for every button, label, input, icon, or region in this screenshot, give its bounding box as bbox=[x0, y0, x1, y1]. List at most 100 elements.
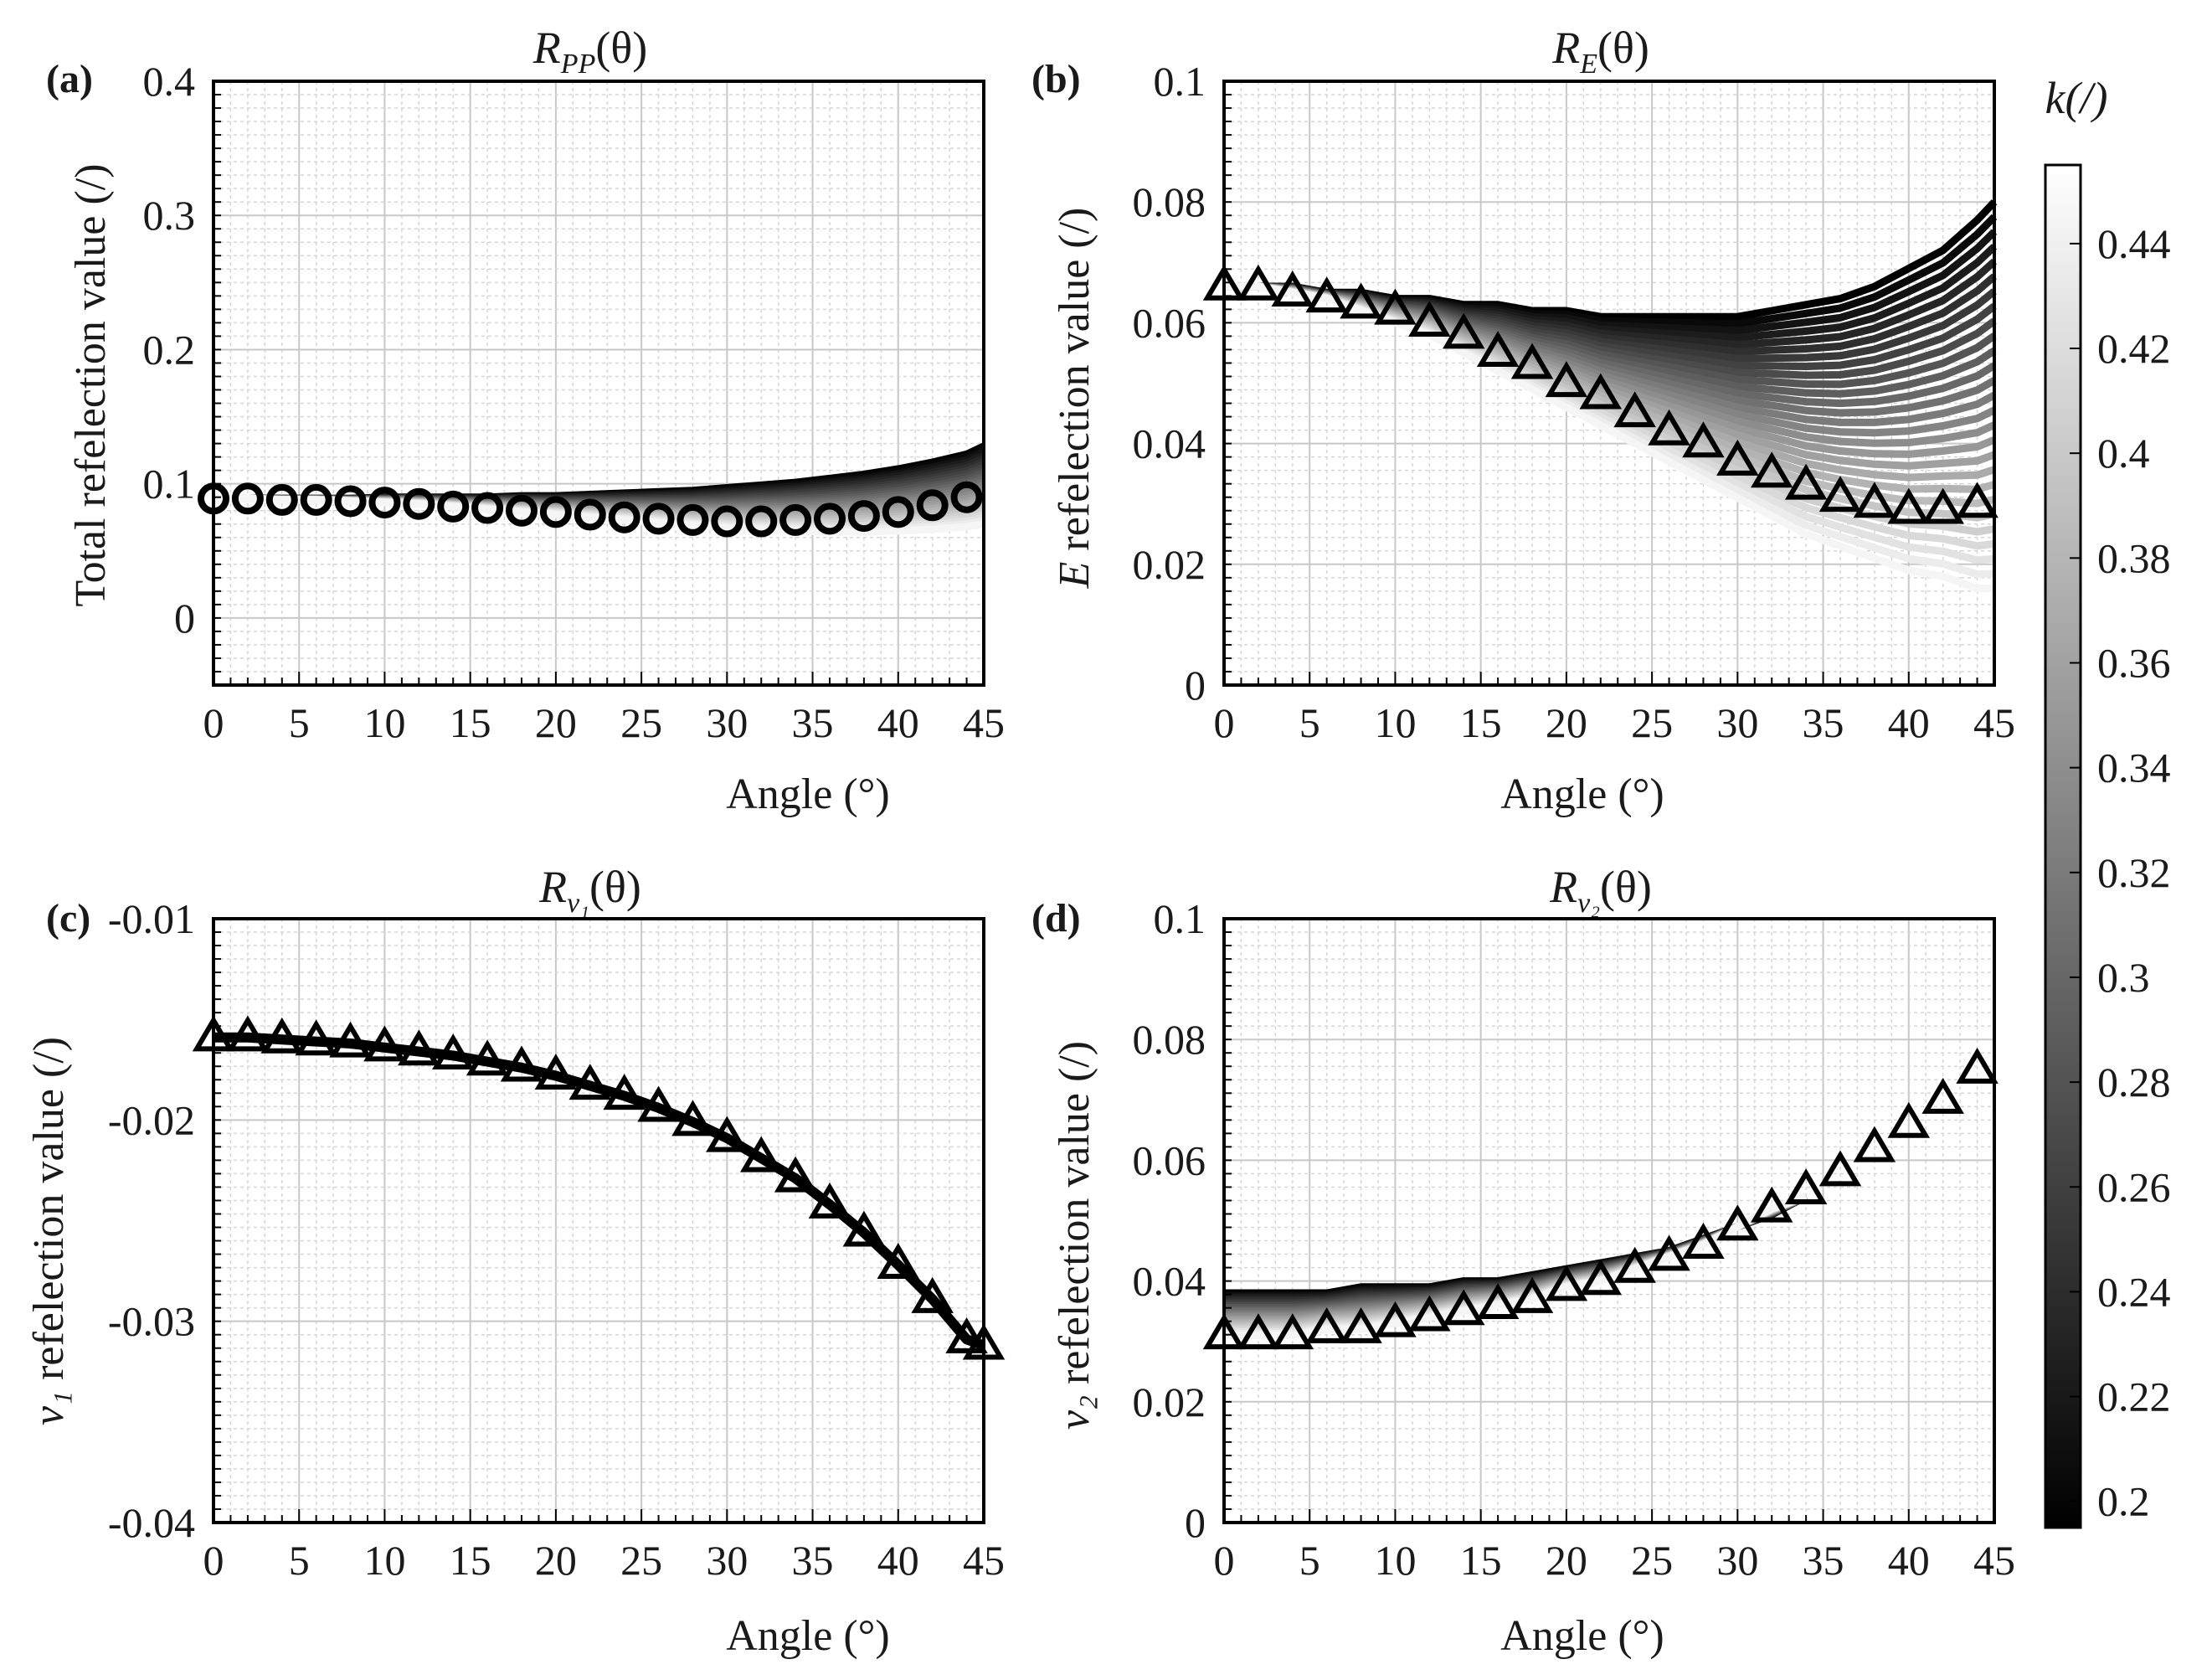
y-tick-label: 0.08 bbox=[1133, 178, 1206, 225]
data-point bbox=[1305, 276, 1348, 313]
y-tick-label: -0.03 bbox=[108, 1298, 195, 1345]
grid bbox=[213, 80, 984, 685]
plot-background bbox=[213, 81, 984, 685]
data-point bbox=[1716, 1204, 1759, 1241]
colorbar-tick-label: 0.3 bbox=[2097, 954, 2150, 1001]
colorbar-tick-label: 0.32 bbox=[2097, 849, 2171, 896]
panel-tag-b: (b) bbox=[1031, 57, 1081, 101]
x-tick-label: 15 bbox=[450, 699, 491, 746]
data-point bbox=[1648, 409, 1690, 446]
data-point bbox=[574, 498, 606, 531]
data-point bbox=[774, 1156, 817, 1193]
colorbar-gradient bbox=[2044, 163, 2082, 1529]
colorbar-tick-label: 0.24 bbox=[2097, 1268, 2171, 1315]
x-tick-label: 45 bbox=[1973, 1537, 2015, 1584]
y-tick-label: 0.4 bbox=[143, 58, 196, 105]
data-point bbox=[368, 487, 401, 519]
y-tick-label: -0.01 bbox=[108, 895, 195, 942]
data-point bbox=[1271, 1313, 1314, 1350]
data-point bbox=[1887, 487, 1931, 524]
panel-a: (a) RPP(θ) Angle (°) Total refelection v… bbox=[46, 23, 1005, 818]
colorbar-tick-label: 0.42 bbox=[2097, 325, 2171, 372]
x-tick-label: 40 bbox=[877, 1537, 919, 1584]
axes-frame bbox=[212, 80, 985, 687]
data-point bbox=[231, 482, 264, 515]
x-axis-label-d: Angle (°) bbox=[1500, 1612, 1664, 1660]
y-axis-label-c: v₁ refelection value (/) bbox=[25, 1037, 73, 1425]
data-point bbox=[676, 503, 709, 536]
y-tick-label: 0.1 bbox=[1154, 58, 1206, 105]
data-point bbox=[608, 501, 640, 533]
data-point bbox=[1956, 1047, 1999, 1084]
data-point bbox=[1613, 1246, 1656, 1283]
x-tick-label: 0 bbox=[203, 1537, 224, 1584]
data-point bbox=[1784, 1168, 1828, 1205]
data-point bbox=[637, 1085, 680, 1122]
data-point bbox=[1921, 487, 1964, 524]
x-tick-label: 0 bbox=[1214, 699, 1235, 746]
data-point bbox=[745, 505, 778, 538]
x-tick-label: 0 bbox=[203, 699, 224, 746]
data-point bbox=[706, 1116, 748, 1152]
x-tick-label: 45 bbox=[963, 1537, 1005, 1584]
x-tick-label: 25 bbox=[1631, 1537, 1673, 1584]
data-point bbox=[916, 489, 949, 522]
series-line bbox=[213, 1032, 985, 1351]
data-point bbox=[1853, 1126, 1896, 1162]
x-tick-label: 30 bbox=[1716, 1537, 1758, 1584]
chart-title-c: Rv₁(θ) bbox=[538, 862, 641, 919]
data-point bbox=[1510, 343, 1554, 379]
data-point bbox=[1784, 463, 1828, 500]
data-point bbox=[1818, 1150, 1862, 1187]
data-point bbox=[1956, 482, 1999, 518]
data-point bbox=[950, 481, 983, 513]
x-tick-label: 45 bbox=[1973, 699, 2015, 746]
axes-frame bbox=[212, 917, 985, 1524]
x-tick-label: 40 bbox=[877, 699, 919, 746]
tick-marks bbox=[213, 918, 985, 1523]
x-tick-label: 20 bbox=[1546, 1537, 1587, 1584]
data-point bbox=[603, 1074, 646, 1111]
y-tick-label: 0.04 bbox=[1133, 420, 1206, 467]
series-line-k26 bbox=[213, 494, 985, 536]
markers bbox=[198, 481, 983, 538]
data-point bbox=[295, 1019, 337, 1056]
data-point bbox=[437, 490, 470, 523]
data-point bbox=[265, 483, 298, 516]
data-point bbox=[539, 496, 572, 528]
x-tick-label: 0 bbox=[1214, 1537, 1235, 1584]
data-point bbox=[1750, 1186, 1793, 1223]
plot-area-a: 0 5 10 15 20 25 30 35 40 45 0 0.1 0.2 0.3 0.4 bbox=[143, 58, 1006, 746]
panel-tag-c: (c) bbox=[46, 896, 90, 940]
colorbar-tick-label: 0.22 bbox=[2097, 1373, 2171, 1420]
panel-b: (b) RE(θ) Angle (°) E refelection value … bbox=[1031, 23, 2015, 818]
y-tick-label: 0.3 bbox=[143, 192, 196, 239]
markers bbox=[1202, 1047, 1999, 1350]
x-tick-label: 15 bbox=[1460, 1537, 1502, 1584]
tick-marks bbox=[1223, 80, 1995, 686]
data-point bbox=[431, 1033, 475, 1070]
data-point bbox=[568, 1064, 612, 1100]
data-point bbox=[1340, 1306, 1382, 1343]
data-point bbox=[300, 483, 332, 516]
data-point bbox=[1237, 1313, 1280, 1350]
colorbar-tick-label: 0.44 bbox=[2097, 220, 2171, 267]
data-point bbox=[1818, 476, 1862, 513]
x-tick-label: 10 bbox=[1374, 699, 1416, 746]
data-point bbox=[1716, 439, 1759, 476]
data-point bbox=[911, 1276, 954, 1313]
x-axis-label-c: Angle (°) bbox=[726, 1612, 890, 1660]
panel-d: (d) Rv₂(θ) Angle (°) v₂ refelection valu… bbox=[1031, 862, 2015, 1660]
data-point bbox=[739, 1136, 783, 1172]
x-tick-label: 15 bbox=[450, 1537, 491, 1584]
y-axis-label-d: v₂ refelection value (/) bbox=[1051, 1041, 1098, 1430]
x-tick-label: 10 bbox=[1374, 1537, 1416, 1584]
data-point bbox=[1271, 271, 1314, 307]
y-tick-label: 0 bbox=[1185, 662, 1206, 709]
data-point bbox=[329, 1021, 372, 1058]
data-point bbox=[642, 502, 675, 535]
y-tick-label: 0.02 bbox=[1133, 541, 1206, 588]
colorbar-tick-label: 0.26 bbox=[2097, 1163, 2171, 1210]
data-point bbox=[1853, 482, 1896, 518]
colorbar-tick-label: 0.34 bbox=[2097, 745, 2171, 791]
